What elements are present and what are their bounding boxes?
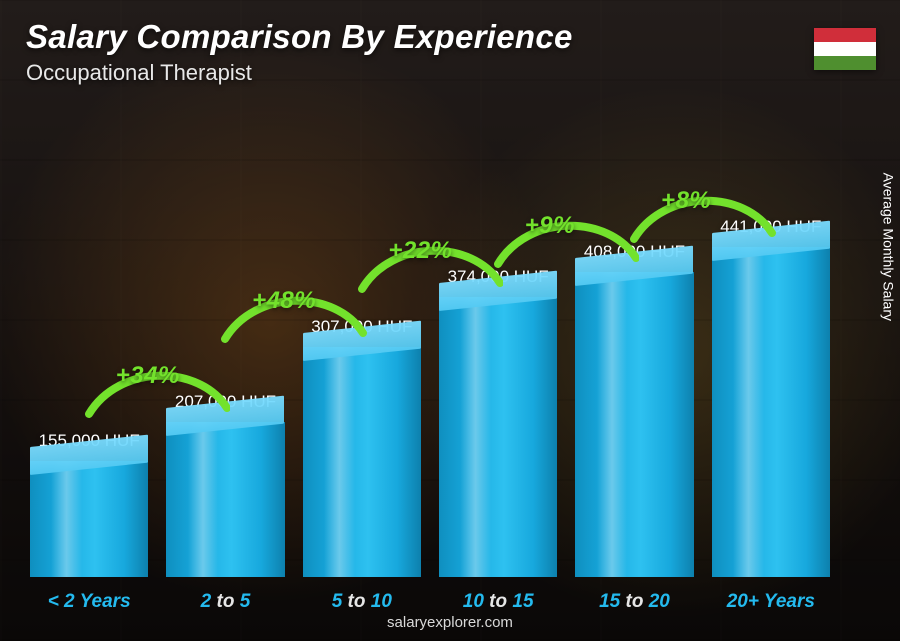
x-axis-label: 5 to 10 bbox=[303, 591, 421, 613]
x-axis-label: < 2 Years bbox=[30, 591, 148, 613]
percent-increase-badge: +48% bbox=[252, 287, 316, 315]
bar bbox=[439, 297, 557, 577]
salary-bar-chart: 155,000 HUF< 2 Years207,000 HUF2 to 5307… bbox=[30, 77, 830, 577]
country-flag bbox=[814, 28, 876, 70]
y-axis-label: Average Monthly Salary bbox=[880, 172, 896, 320]
x-axis-label: 2 to 5 bbox=[166, 591, 284, 613]
chart-column: 374,000 HUF10 to 15 bbox=[439, 267, 557, 577]
title-block: Salary Comparison By Experience Occupati… bbox=[26, 18, 573, 86]
chart-column: 441,000 HUF20+ Years bbox=[712, 217, 830, 577]
percent-increase-badge: +34% bbox=[116, 362, 180, 390]
percent-increase-badge: +22% bbox=[388, 237, 452, 265]
footer-attribution: salaryexplorer.com bbox=[0, 614, 900, 631]
percent-increase-badge: +9% bbox=[525, 212, 575, 240]
flag-stripe-1 bbox=[814, 28, 876, 42]
chart-column: 207,000 HUF2 to 5 bbox=[166, 392, 284, 577]
x-axis-label: 15 to 20 bbox=[575, 591, 693, 613]
bar bbox=[575, 272, 693, 577]
chart-column: 408,000 HUF15 to 20 bbox=[575, 242, 693, 577]
bar bbox=[30, 461, 148, 577]
x-axis-label: 10 to 15 bbox=[439, 591, 557, 613]
bar bbox=[166, 422, 284, 577]
page-title: Salary Comparison By Experience bbox=[26, 18, 573, 56]
chart-column: 307,000 HUF5 to 10 bbox=[303, 317, 421, 577]
percent-increase-badge: +8% bbox=[661, 187, 711, 215]
flag-stripe-3 bbox=[814, 56, 876, 70]
chart-column: 155,000 HUF< 2 Years bbox=[30, 431, 148, 577]
bar bbox=[712, 247, 830, 577]
bar bbox=[303, 347, 421, 577]
x-axis-label: 20+ Years bbox=[712, 591, 830, 613]
flag-stripe-2 bbox=[814, 42, 876, 56]
